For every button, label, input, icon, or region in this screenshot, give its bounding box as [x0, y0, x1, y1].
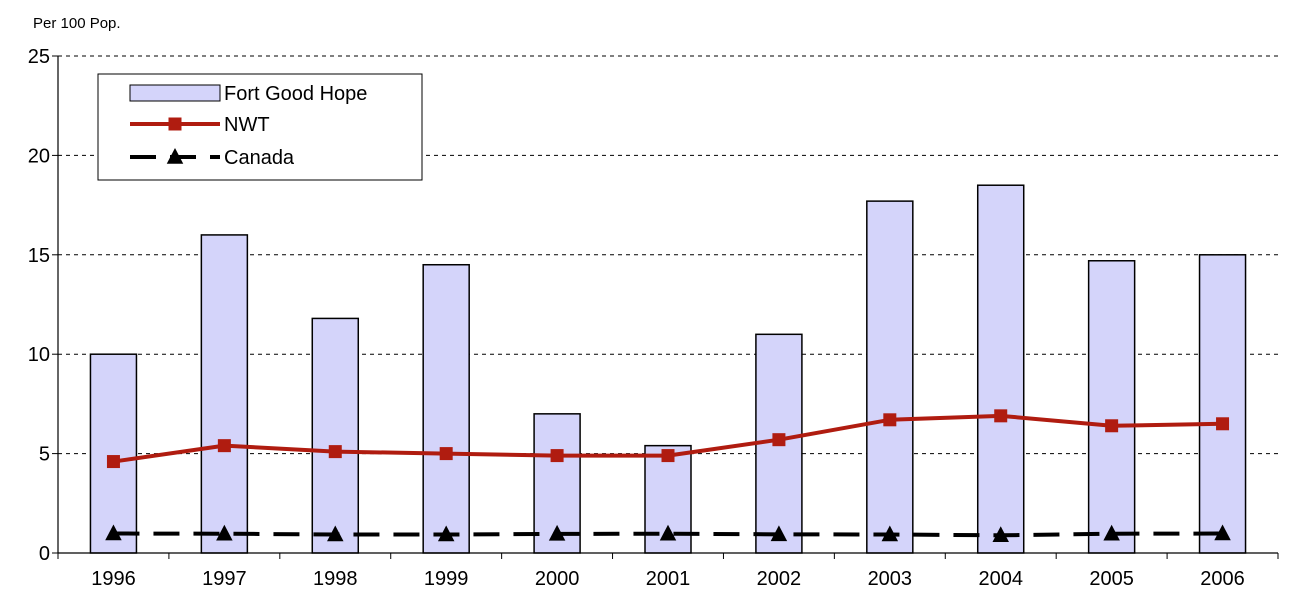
- y-tick-label: 0: [39, 543, 50, 565]
- y-tick-label: 5: [39, 444, 50, 466]
- x-tick-label-2000: 2000: [535, 568, 580, 590]
- bar-2005: [1087, 260, 1136, 554]
- x-tick-label-2003: 2003: [868, 568, 913, 590]
- marker-canada-2004: [992, 526, 1009, 543]
- bar-1996: [89, 353, 138, 554]
- x-tick-label-1999: 1999: [424, 568, 469, 590]
- axes: [52, 55, 1279, 559]
- line-series: [105, 409, 1231, 543]
- bar-1997: [200, 234, 249, 554]
- legend: Fort Good Hope NWT Canada: [97, 73, 423, 181]
- x-tick-label-1998: 1998: [313, 568, 358, 590]
- marker-nwt-2002: [772, 433, 786, 447]
- bar-1998: [311, 317, 360, 554]
- y-tick-label: 10: [28, 344, 50, 366]
- bar-2003: [866, 200, 914, 554]
- marker-nwt-2005: [1105, 419, 1119, 433]
- marker-nwt-1996: [106, 455, 120, 469]
- bar-series-fort-good-hope: [89, 184, 1247, 554]
- legend-label-fort-good-hope: Fort Good Hope: [224, 83, 367, 105]
- legend-label-nwt: NWT: [224, 114, 270, 136]
- x-tick-label-1996: 1996: [91, 568, 136, 590]
- x-tick-label-1997: 1997: [202, 568, 247, 590]
- bar-2004: [976, 184, 1025, 554]
- marker-canada-2005: [1103, 524, 1120, 541]
- marker-nwt-2006: [1216, 417, 1230, 431]
- marker-canada-2003: [881, 525, 899, 542]
- line-path-canada: [113, 531, 1223, 538]
- marker-canada-1998: [327, 525, 344, 542]
- marker-canada-2000: [548, 524, 566, 541]
- line-series-canada: [105, 524, 1231, 543]
- x-tick-label-2001: 2001: [646, 568, 691, 590]
- marker-nwt-1999: [439, 447, 453, 461]
- marker-canada-1999: [437, 525, 455, 542]
- marker-nwt-2003: [883, 413, 897, 427]
- legend-marker-nwt: [168, 117, 182, 131]
- x-tick-label-2002: 2002: [757, 568, 802, 590]
- marker-nwt-2004: [994, 409, 1008, 423]
- marker-nwt-2001: [661, 449, 675, 463]
- marker-canada-2002: [770, 525, 788, 542]
- y-axis-unit-label: Per 100 Pop.: [33, 15, 121, 32]
- x-tick-label-2005: 2005: [1089, 568, 1134, 590]
- x-tick-label-2006: 2006: [1200, 568, 1245, 590]
- marker-canada-2001: [659, 524, 677, 541]
- marker-canada-1996: [105, 524, 122, 541]
- line-series-nwt: [106, 409, 1230, 469]
- marker-canada-1997: [216, 524, 233, 541]
- legend-marker-canada: [166, 148, 184, 164]
- bar-1999: [422, 263, 470, 554]
- marker-nwt-1998: [328, 445, 342, 459]
- marker-canada-2006: [1214, 524, 1231, 541]
- tick-labels: 0 5 10 15 20 25 1996 1997 1998 1999 2000 2001 2002 20…: [28, 46, 1245, 590]
- y-tick-label: 20: [28, 145, 50, 167]
- y-tick-label: 25: [28, 46, 50, 68]
- marker-nwt-2000: [550, 449, 564, 463]
- y-tick-label: 15: [28, 245, 50, 267]
- legend-label-canada: Canada: [224, 147, 295, 169]
- marker-nwt-1997: [217, 439, 231, 453]
- bar-2006: [1198, 254, 1247, 554]
- legend-swatch-fort-good-hope: [129, 84, 221, 102]
- x-tick-label-2004: 2004: [978, 568, 1023, 590]
